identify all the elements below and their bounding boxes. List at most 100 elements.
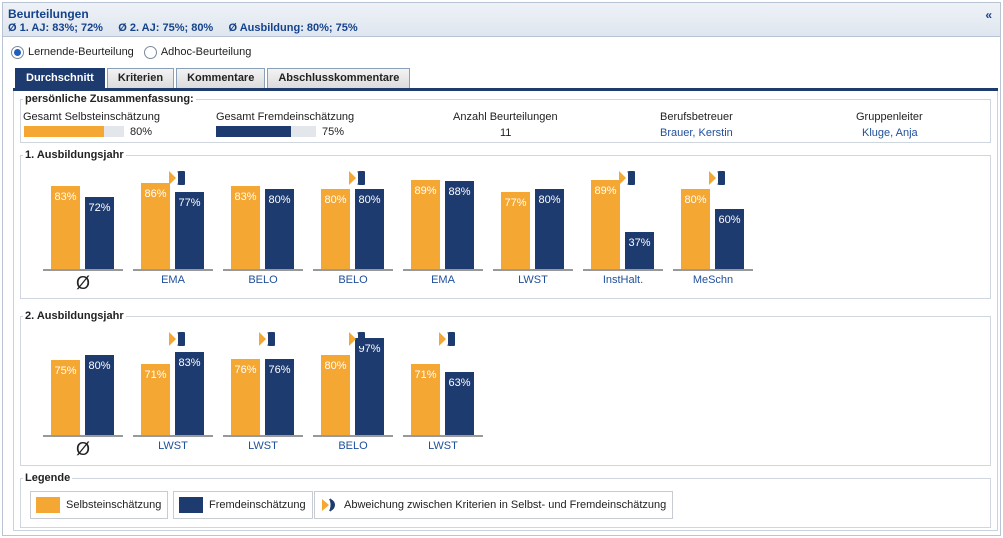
group-baseline <box>133 269 213 271</box>
legend-deviation-text: Abweichung zwischen Kriterien in Selbst-… <box>344 499 667 511</box>
criterion-label[interactable]: EMA <box>431 274 456 286</box>
criterion-other-bar[interactable] <box>355 189 384 269</box>
group-baseline <box>223 435 303 437</box>
deviation-icon <box>439 332 455 346</box>
criterion-self-bar[interactable] <box>321 189 350 269</box>
tab-durchschnitt[interactable]: Durchschnitt <box>15 68 105 88</box>
legend-self-text: Selbsteinschätzung <box>66 499 162 511</box>
avg-self-bar[interactable] <box>51 186 80 269</box>
criterion-other-bar[interactable] <box>265 189 294 269</box>
avg-other-bar[interactable] <box>85 355 114 435</box>
criterion-label[interactable]: BELO <box>248 274 278 286</box>
deviation-icon <box>709 171 725 185</box>
other-bar-label: 83% <box>178 357 200 369</box>
criterion-self-bar[interactable] <box>411 364 440 435</box>
criterion-other-bar[interactable] <box>445 181 474 269</box>
deviation-icon <box>169 332 185 346</box>
criterion-other-bar[interactable] <box>175 352 204 435</box>
radio-adhoc-assessment[interactable] <box>143 45 157 59</box>
avg-self-bar[interactable] <box>51 360 80 435</box>
group-baseline <box>493 269 573 271</box>
collapse-button[interactable]: « <box>985 8 992 22</box>
criterion-label[interactable]: InstHalt. <box>603 274 643 286</box>
criterion-other-bar[interactable] <box>175 192 204 269</box>
summary-fieldset: persönliche Zusammenfassung: Gesamt Selb… <box>20 93 991 143</box>
criterion-self-bar[interactable] <box>501 192 530 269</box>
self-bar-label: 80% <box>324 194 346 206</box>
self-total-fill <box>24 126 104 137</box>
group-baseline <box>403 435 483 437</box>
avg-other-bar[interactable] <box>85 197 114 269</box>
panel-header: Beurteilungen Ø 1. AJ: 83%; 72% Ø 2. AJ:… <box>3 3 1000 37</box>
self-total-progress <box>24 126 124 137</box>
criterion-self-bar[interactable] <box>141 364 170 435</box>
legend-self-swatch <box>36 497 60 513</box>
deviation-icon <box>619 171 635 185</box>
criterion-self-bar[interactable] <box>591 180 620 269</box>
criterion-label[interactable]: BELO <box>338 440 368 452</box>
criterion-self-bar[interactable] <box>231 359 260 435</box>
tab-kommentare[interactable]: Kommentare <box>176 68 266 88</box>
legend-deviation: Abweichung zwischen Kriterien in Selbst-… <box>314 491 674 519</box>
other-bar-label: 37% <box>628 237 650 249</box>
criterion-self-bar[interactable] <box>141 183 170 269</box>
other-bar-label: 76% <box>268 364 290 376</box>
criterion-label[interactable]: LWST <box>518 274 548 286</box>
lead-link[interactable]: Kluge, Anja <box>862 127 918 139</box>
group-baseline <box>223 269 303 271</box>
legend-title: Legende <box>25 472 71 484</box>
criterion-other-bar[interactable] <box>445 372 474 435</box>
legend-other-text: Fremdeinschätzung <box>209 499 306 511</box>
criterion-other-bar[interactable] <box>535 189 564 269</box>
count-value: 11 <box>500 127 512 139</box>
year2-chart: 75% 80% Ø 71% 83% LWST 76% 76% LWST 80% 97% BELO 71%… <box>43 332 483 459</box>
deviation-icon <box>349 171 365 185</box>
criterion-other-bar[interactable] <box>625 232 654 269</box>
mode-radio-group: Lernende-Beurteilung Adhoc-Beurteilung <box>11 44 261 60</box>
criterion-self-bar[interactable] <box>321 355 350 435</box>
tab-abschlusskommentare[interactable]: Abschlusskommentare <box>267 68 411 88</box>
criterion-label[interactable]: LWST <box>248 440 278 452</box>
criterion-self-bar[interactable] <box>231 186 260 269</box>
count-label: Anzahl Beurteilungen <box>453 111 558 123</box>
criterion-label[interactable]: MeSchn <box>693 274 733 286</box>
tab-strip: Durchschnitt Kriterien Kommentare Abschl… <box>15 68 412 88</box>
average-label: Ø <box>76 439 90 459</box>
average-label: Ø <box>76 273 90 293</box>
self-bar-label: 89% <box>414 185 436 197</box>
self-bar-label: 83% <box>234 191 256 203</box>
other-total-fill <box>216 126 291 137</box>
year2-fieldset: 2. Ausbildungsjahr 75% 80% Ø 71% 83% LWST 76% 7… <box>20 310 991 466</box>
self-total-value: 80% <box>130 126 153 138</box>
self-bar-label: 77% <box>504 197 526 209</box>
other-bar-label: 77% <box>178 197 200 209</box>
tab-kriterien[interactable]: Kriterien <box>106 68 175 88</box>
criterion-other-bar[interactable] <box>355 338 384 435</box>
group-baseline <box>43 435 123 437</box>
criterion-label[interactable]: BELO <box>338 274 368 286</box>
tab-content: persönliche Zusammenfassung: Gesamt Selb… <box>13 91 998 531</box>
legend-other: Fremdeinschätzung <box>173 491 313 519</box>
other-total-progress <box>216 126 316 137</box>
criterion-label[interactable]: LWST <box>428 440 458 452</box>
year1-chart: 83% 72% Ø 86% 77% EMA 83% 80% BELO 80% 80% BELO 89% 8… <box>43 171 753 293</box>
legend-self: Selbsteinschätzung <box>30 491 169 519</box>
lead-label: Gruppenleiter <box>856 111 923 123</box>
criterion-self-bar[interactable] <box>681 189 710 269</box>
criterion-label[interactable]: EMA <box>161 274 186 286</box>
mentor-label: Berufsbetreuer <box>660 111 733 123</box>
radio-label-adhoc[interactable]: Adhoc-Beurteilung <box>160 46 252 58</box>
criterion-other-bar[interactable] <box>715 209 744 269</box>
group-baseline <box>313 435 393 437</box>
group-baseline <box>403 269 483 271</box>
criterion-label[interactable]: LWST <box>158 440 188 452</box>
radio-label-learner[interactable]: Lernende-Beurteilung <box>28 46 134 58</box>
group-baseline <box>313 269 393 271</box>
deviation-icon <box>259 332 275 346</box>
deviation-icon <box>349 332 365 346</box>
criterion-other-bar[interactable] <box>265 359 294 435</box>
radio-learner-assessment[interactable] <box>11 45 24 59</box>
other-bar-label: 97% <box>358 343 380 355</box>
criterion-self-bar[interactable] <box>411 180 440 269</box>
mentor-link[interactable]: Brauer, Kerstin <box>660 127 733 139</box>
